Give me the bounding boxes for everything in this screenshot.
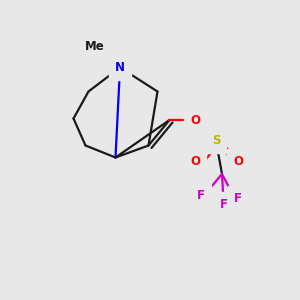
Text: F: F: [234, 191, 242, 205]
Text: O: O: [190, 113, 200, 127]
Text: N: N: [115, 61, 125, 74]
Text: O: O: [233, 155, 243, 168]
Text: F: F: [220, 197, 227, 211]
Text: O: O: [190, 155, 200, 168]
Text: Me: Me: [85, 40, 104, 53]
Text: F: F: [197, 189, 205, 202]
Text: S: S: [212, 134, 220, 148]
